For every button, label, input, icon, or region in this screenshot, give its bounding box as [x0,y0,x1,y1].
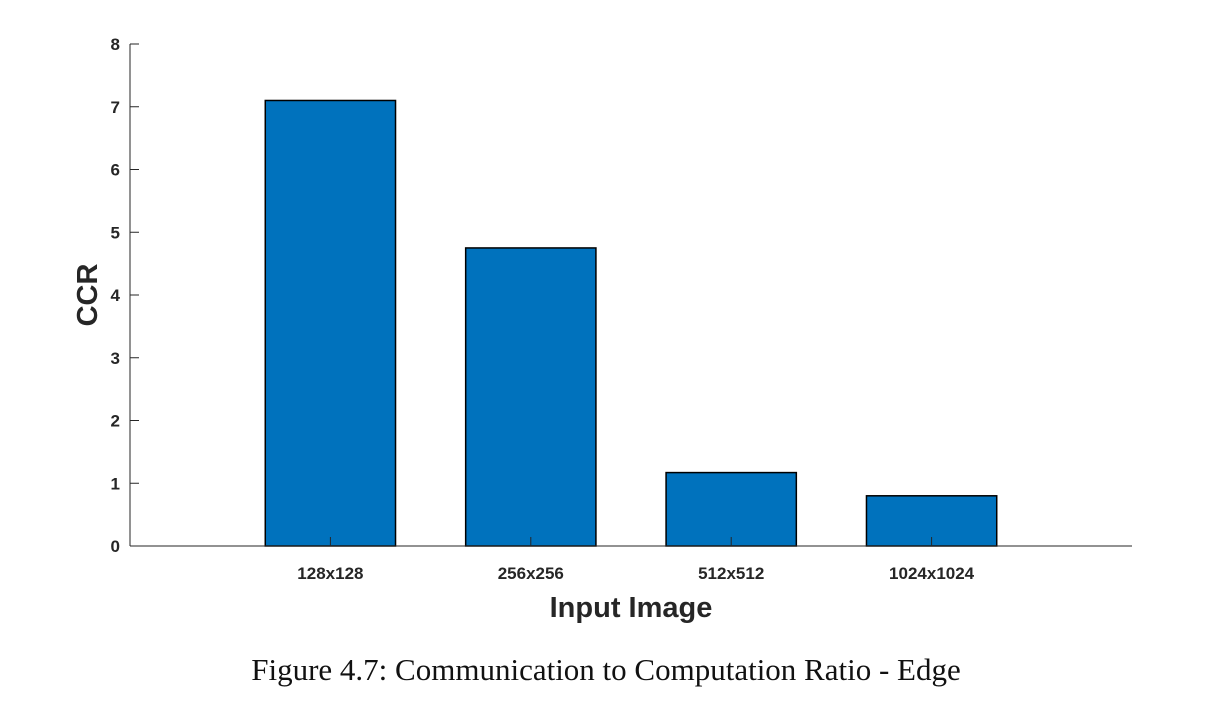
x-tick-label: 256x256 [498,564,564,583]
y-tick-label: 8 [111,35,120,54]
y-tick-label: 5 [111,223,120,242]
bar-128x128 [264,99,397,547]
x-axis-ticks: 128x128 256x256 512x512 1024x1024 [297,537,975,583]
bar-256x256 [464,247,597,547]
y-axis-ticks: 0 1 2 3 4 5 6 7 8 [111,35,139,556]
bars [264,99,998,547]
y-tick-label: 6 [111,161,120,180]
y-tick-label: 1 [111,474,120,493]
x-axis-title: Input Image [550,592,713,624]
y-tick-label: 3 [111,349,120,368]
y-tick-label: 2 [111,412,120,431]
x-tick-label: 128x128 [297,564,363,583]
bar-512x512 [665,471,798,547]
y-tick-label: 4 [111,286,121,305]
figure-caption: Figure 4.7: Communication to Computation… [251,652,961,687]
x-tick-label: 512x512 [698,564,764,583]
bar-chart: 0 1 2 3 4 5 6 7 8 128x128 256x256 512x512 1024x1024… [72,35,1132,624]
x-tick-label: 1024x1024 [889,564,975,583]
y-tick-label: 7 [111,98,120,117]
y-tick-label: 0 [111,537,120,556]
y-axis-title: CCR [72,264,104,327]
